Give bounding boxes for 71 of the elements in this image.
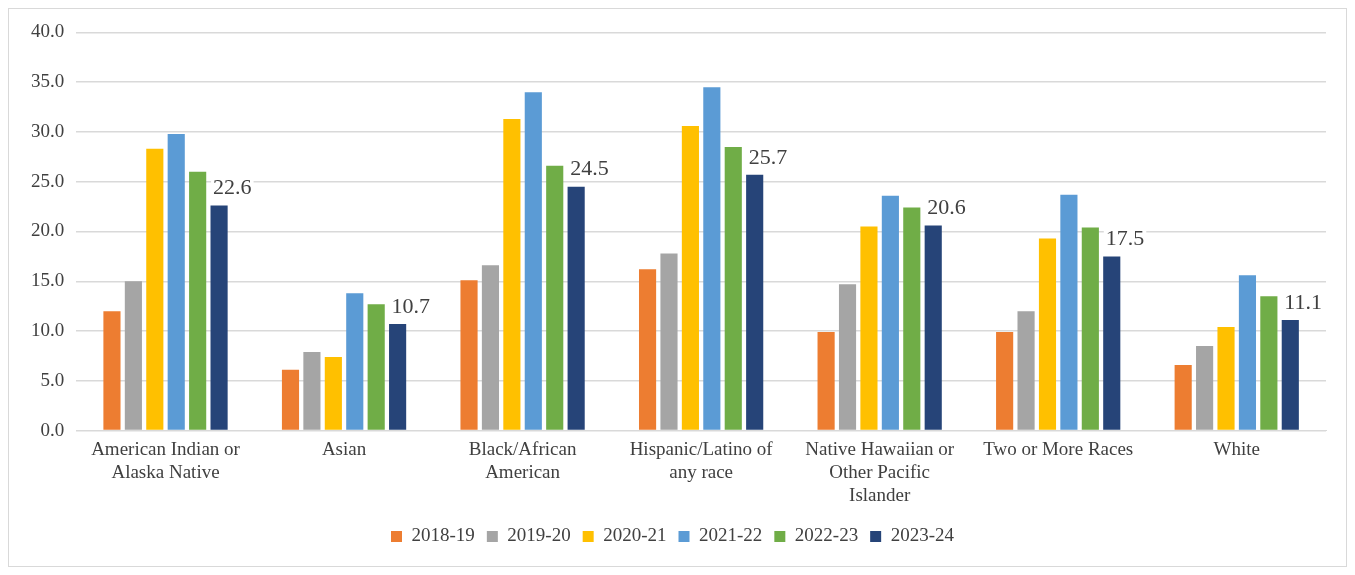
bar [1081,227,1099,430]
bar [346,293,364,430]
bar [1017,311,1035,430]
bar [367,304,385,430]
bar [1217,327,1235,430]
bar [860,226,878,430]
bar [1196,345,1214,430]
bar [703,87,721,430]
bar [1281,320,1299,430]
bar [210,205,228,430]
bar [924,225,942,430]
data-label: 17.5 [1105,225,1145,251]
bar [124,281,142,430]
bar [817,332,835,430]
y-tick-label: 10.0 [31,319,65,341]
x-tick-label: Two or More Races [983,437,1134,459]
data-label: 22.6 [213,174,252,200]
x-tick-label: Asian [321,437,367,459]
bar [324,356,342,430]
legend-label: 2020-21 [603,524,667,546]
x-tick-label: Hispanic/Latino of any race [629,437,774,482]
data-label: 24.5 [570,155,609,181]
bar [460,280,478,430]
bar [303,351,321,430]
bar [660,253,678,430]
data-label: 11.1 [1284,288,1322,314]
bar [503,119,521,430]
bar [1038,238,1057,430]
bar [996,332,1014,430]
legend-label: 2019-20 [507,524,571,546]
y-tick-label: 30.0 [31,119,65,141]
y-tick-label: 35.0 [31,70,65,92]
bar [389,324,407,430]
bar [903,207,921,430]
data-label: 20.6 [927,194,966,220]
bar [567,186,585,430]
bar [681,125,699,430]
bar [103,311,121,430]
y-tick-label: 40.0 [31,20,65,42]
y-tick-label: 25.0 [31,169,65,191]
bar [639,269,657,430]
y-tick-label: 20.0 [31,219,65,241]
bar [189,171,207,430]
y-tick-label: 5.0 [40,368,65,390]
bar [724,146,742,430]
x-tick-label: American Indian or Alaska Native [91,437,241,482]
data-label: 25.7 [748,143,788,169]
legend-label: 2021-22 [699,524,763,546]
x-tick-label: Black/African American [468,437,577,482]
y-tick-label: 15.0 [31,269,65,291]
bar [1174,364,1192,430]
bar [1103,256,1121,430]
bar [146,148,164,430]
bar [838,284,857,430]
x-tick-label: White [1213,437,1260,459]
legend-label: 2018-19 [411,524,475,546]
bar [546,165,564,430]
x-tick-label: Native Hawaiian or Other Pacific Islander [805,437,955,505]
legend-label: 2023-24 [890,524,955,546]
data-label: 10.7 [391,292,431,318]
bar [167,133,185,430]
bar [1260,296,1278,430]
y-tick-label: 0.0 [40,418,65,440]
bar [881,195,899,430]
bar [524,92,542,430]
legend-label: 2022-23 [794,524,859,546]
bar [281,369,300,430]
bar [1060,194,1078,430]
bar [481,265,500,430]
bar [746,174,764,430]
bar [1238,275,1257,430]
